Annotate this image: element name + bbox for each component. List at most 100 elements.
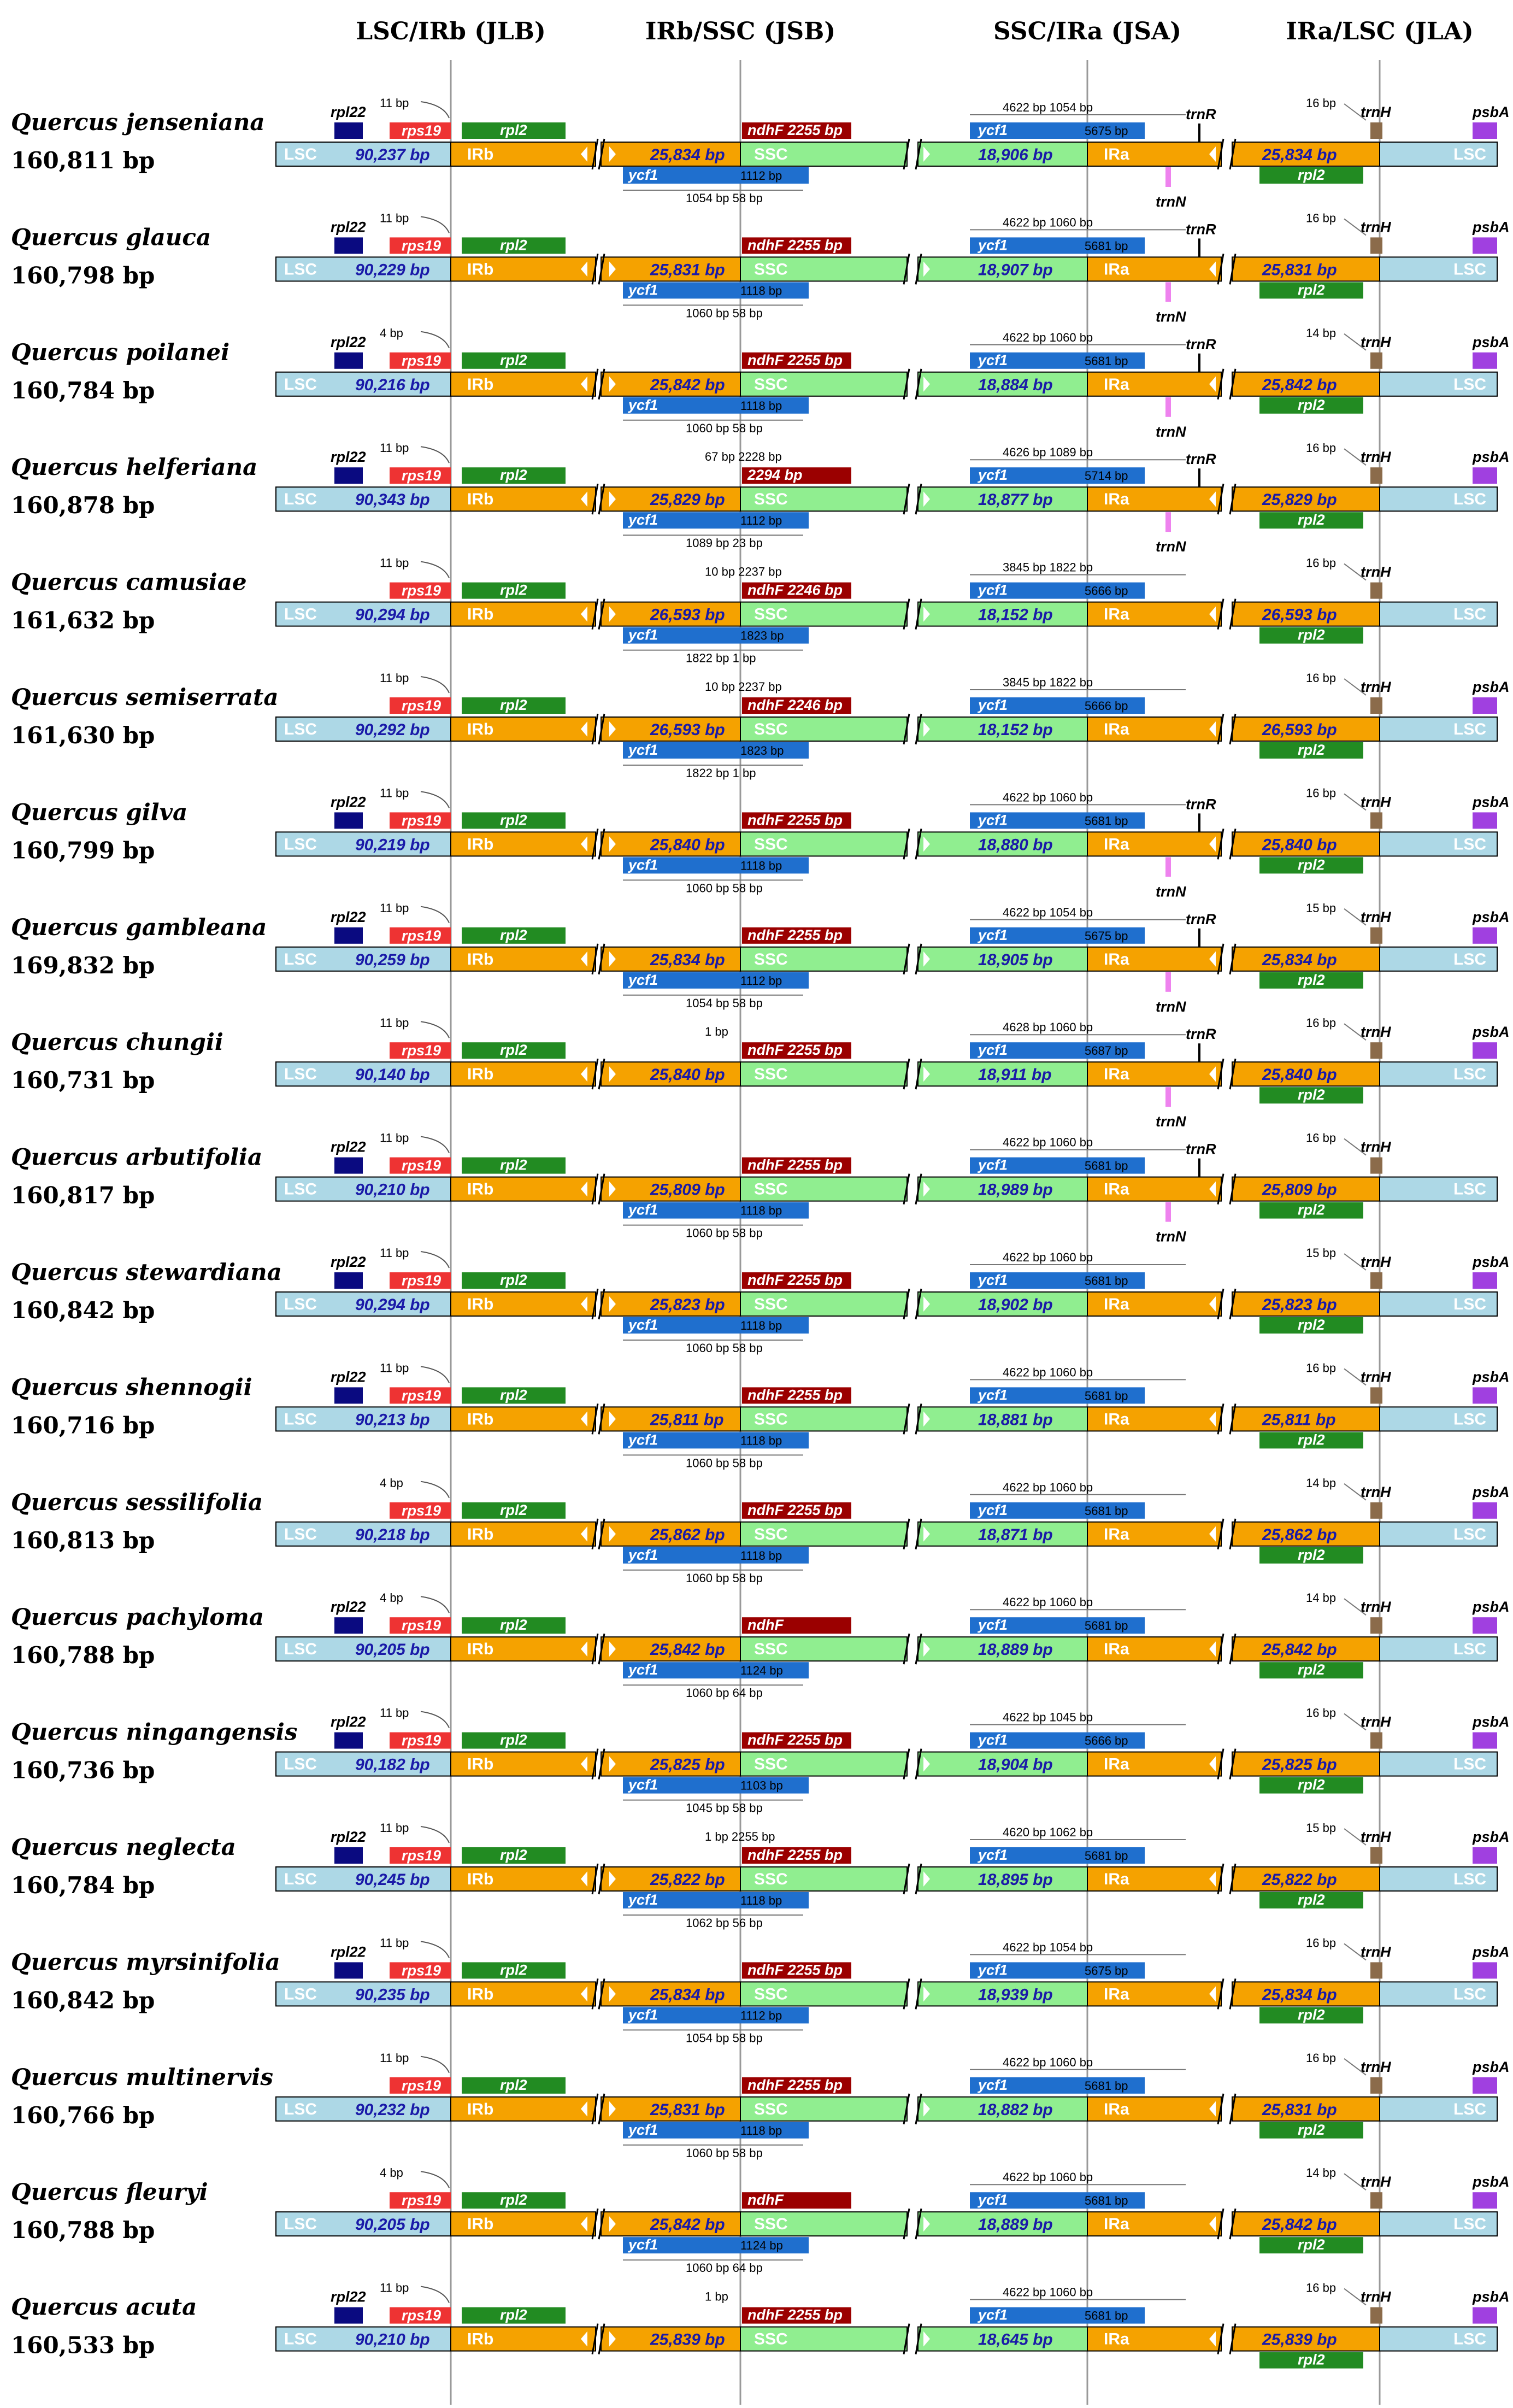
ycf1-b-label: ycf1 (627, 2236, 658, 2253)
ycf1-a-length: 5675 bp (1085, 1964, 1128, 1977)
lsc-segment-2 (1379, 946, 1498, 972)
irb-label: IRb (467, 490, 493, 508)
ycf1-a-label: ycf1 (977, 2077, 1008, 2093)
ira-segment (1087, 1406, 1222, 1432)
break-mark (598, 1173, 605, 1205)
arrow-marker (1209, 836, 1216, 852)
ycf1-a-label: ycf1 (977, 812, 1008, 828)
psba-gene (1473, 2077, 1497, 2094)
break-mark (903, 1058, 910, 1090)
arrow-marker (1209, 606, 1216, 622)
arrow-marker (1209, 1756, 1216, 1772)
trnh-label: trnH (1361, 219, 1391, 235)
break-mark (598, 1863, 605, 1895)
rpl2-label: rpl2 (500, 1387, 527, 1403)
ssc-label: SSC (754, 490, 788, 508)
rpl22-gene (334, 1732, 363, 1749)
ycf1-a-measure: 4628 bp 1060 bp (1003, 1020, 1093, 1034)
ycf1-b-gene (623, 512, 809, 529)
trnh-arrow (1344, 1598, 1367, 1616)
psba-gene (1473, 1272, 1497, 1289)
ndhf-label: ndhF 2255 bp (747, 1732, 843, 1748)
ycf1-a-gene (970, 122, 1145, 139)
break-mark (1217, 1748, 1224, 1779)
species-row: Quercus fleuryi 160,788 bp LSC 90,205 bp IRb… (11, 2166, 1510, 2275)
ycf1-a-measure: 4622 bp 1060 bp (1003, 2286, 1093, 2299)
irb-segment (450, 946, 596, 972)
rpl2-ira-label: rpl2 (1298, 972, 1325, 988)
rpl2-ira-gene (1259, 857, 1363, 874)
ira-label: IRa (1104, 1410, 1129, 1428)
lsc-label-2: LSC (1453, 1410, 1486, 1428)
rpl2-ira-gene (1259, 1662, 1363, 1679)
irb-length: 25,822 bp (650, 1871, 725, 1889)
rps19-arrow (420, 446, 450, 463)
arrow-marker (923, 1526, 930, 1542)
species-row: Quercus gambleana 169,832 bp LSC 90,259 bp I… (11, 901, 1510, 1015)
psba-label: psbA (1472, 219, 1510, 235)
ira-length: 25,834 bp (1262, 1986, 1337, 2004)
ssc-segment-2 (917, 946, 1088, 972)
trnh-gap: 16 bp (1306, 2051, 1336, 2065)
rpl2-label: rpl2 (500, 1502, 527, 1518)
ycf1-a-label: ycf1 (977, 1847, 1008, 1863)
trnn-gene (1165, 1087, 1171, 1107)
ycf1-b-label: ycf1 (627, 1777, 658, 1793)
ycf1-b-measure: 1822 bp 1 bp (686, 651, 756, 665)
species-row: Quercus stewardiana 160,842 bp LSC 90,294 b… (11, 1246, 1510, 1355)
break-mark (1217, 1978, 1224, 2010)
ycf1-b-gene (623, 1662, 809, 1679)
species-name: Quercus gambleana (11, 914, 267, 941)
species-name: Quercus fleuryi (11, 2178, 208, 2205)
ira-segment-2 (1232, 946, 1380, 972)
rpl22-label: rpl22 (331, 1254, 366, 1270)
psba-gene (1473, 697, 1497, 714)
trnn-label: trnN (1156, 538, 1186, 555)
lsc-label-2: LSC (1453, 835, 1486, 853)
arrow-marker (581, 2331, 587, 2347)
ira-segment-2 (1232, 831, 1380, 857)
break-mark (915, 1403, 922, 1435)
trnr-label: trnR (1186, 796, 1216, 812)
rpl22-gene (334, 1272, 363, 1289)
species-row: Quercus shennogii 160,716 bp LSC 90,213 bp I… (11, 1361, 1510, 1470)
break-mark (903, 254, 910, 285)
rpl2-ira-gene (1259, 1202, 1363, 1219)
psba-label: psbA (1472, 2289, 1510, 2305)
break-mark (903, 2323, 910, 2354)
rpl2-ira-gene (1259, 1432, 1363, 1449)
lsc-length: 90,213 bp (355, 1411, 430, 1429)
rps19-gene (390, 467, 451, 484)
rpl2-ira-label: rpl2 (1298, 856, 1325, 873)
ndhf-label: ndhF (747, 2192, 784, 2208)
ssc-length: 18,877 bp (978, 491, 1053, 509)
ycf1-b-gene (623, 397, 809, 414)
rpl2-ira-label: rpl2 (1298, 397, 1325, 413)
trnr-label: trnR (1186, 336, 1216, 353)
break-mark (915, 1173, 922, 1205)
ycf1-a-measure: 3845 bp 1822 bp (1003, 561, 1093, 574)
species-row: Quercus semiserrata 161,630 bp LSC 90,292 b… (11, 671, 1510, 780)
lsc-length: 90,232 bp (355, 2101, 430, 2119)
lsc-label-2: LSC (1453, 606, 1486, 624)
lsc-segment (275, 2326, 451, 2352)
arrow-marker (1209, 1871, 1216, 1887)
irb-segment (450, 601, 596, 627)
irb-label: IRb (467, 2330, 493, 2348)
ira-segment-2 (1232, 1866, 1380, 1892)
rpl2-ira-label: rpl2 (1298, 2122, 1325, 2138)
ndhf-gene (742, 237, 851, 254)
break-mark (1217, 829, 1224, 860)
trnn-gene (1165, 1202, 1171, 1222)
ycf1-a-length: 5714 bp (1085, 469, 1128, 483)
ycf1-a-gene (970, 1962, 1145, 1979)
rps19-label: rps19 (402, 1502, 441, 1519)
irb-label: IRb (467, 1640, 493, 1658)
rps19-gap: 4 bp (380, 1591, 403, 1605)
trnr-label: trnR (1186, 1141, 1216, 1158)
psba-label: psbA (1472, 104, 1510, 120)
ira-segment (1087, 256, 1222, 282)
ycf1-a-measure: 4622 bp 1054 bp (1003, 101, 1093, 114)
rpl2-ira-gene (1259, 2007, 1363, 2024)
trnh-arrow (1344, 1023, 1367, 1041)
